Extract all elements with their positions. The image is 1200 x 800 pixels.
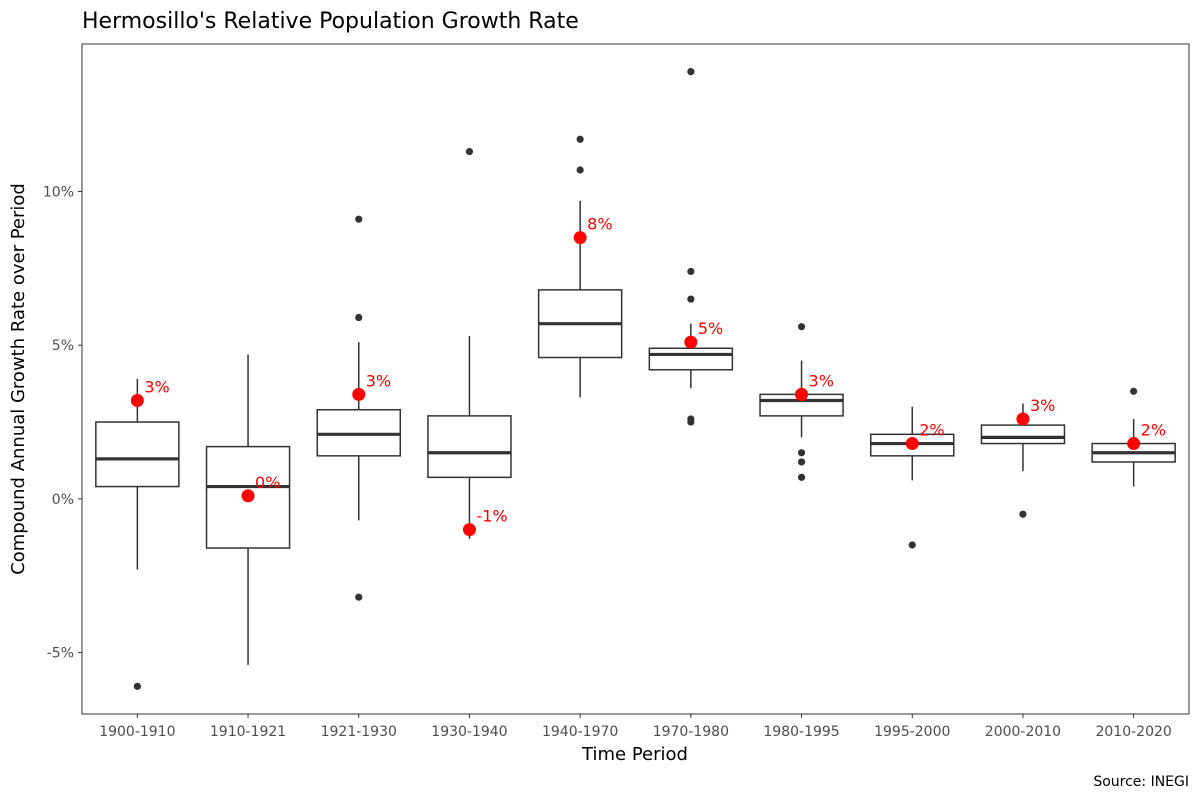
highlight-label: 3% [1030, 396, 1055, 415]
chart-title: Hermosillo's Relative Population Growth … [82, 9, 579, 34]
highlight-label: 3% [144, 378, 169, 397]
y-tick-label: 0% [52, 492, 74, 508]
y-axis-title: Compound Annual Growth Rate over Period [8, 183, 29, 575]
highlight-label: 5% [698, 319, 723, 338]
boxplots [95, 68, 1176, 690]
x-tick-label: 1980-1995 [763, 724, 839, 740]
box [980, 424, 1066, 445]
outlier-point [355, 313, 363, 322]
outlier-point [797, 449, 806, 457]
x-tick-label: 1910-1921 [210, 724, 286, 740]
highlight-label: 8% [587, 215, 612, 234]
outlier-point [576, 135, 584, 143]
outlier-point [355, 593, 363, 601]
highlight-point [1127, 437, 1141, 451]
boxplot-1921-1930 [316, 215, 402, 601]
x-tick-label: 1970-1980 [653, 724, 729, 740]
outlier-point [908, 541, 916, 549]
highlight-label: 0% [255, 473, 280, 492]
y-axis: -5% 0% 5% 10% [43, 185, 82, 662]
box [427, 415, 512, 479]
boxplot-1910-1921 [205, 354, 291, 665]
highlight-point [795, 387, 809, 401]
x-tick-label: 2000-2010 [985, 724, 1061, 740]
x-tick-label: 1995-2000 [874, 724, 950, 740]
highlight-label: 3% [809, 371, 834, 390]
highlight-label: 2% [1141, 421, 1166, 440]
x-axis-title: Time Period [581, 744, 688, 765]
caption: Source: INEGI [1093, 774, 1189, 790]
outlier-point [797, 473, 806, 481]
outlier-point [1130, 387, 1138, 395]
outlier-point [687, 415, 695, 423]
y-tick-label: 10% [43, 185, 74, 201]
outlier-point [576, 166, 584, 174]
highlight-point [573, 231, 587, 245]
box [95, 421, 180, 488]
boxplot-1900-1910 [95, 379, 180, 690]
outlier-point [797, 458, 806, 466]
highlight-point [1016, 412, 1030, 426]
boxplot-1930-1940 [427, 147, 512, 539]
boxplot-2010-2020 [1091, 387, 1176, 487]
highlight-label: 2% [919, 421, 944, 440]
highlight-point [462, 523, 476, 537]
highlight-point [352, 387, 366, 401]
x-tick-label: 1900-1910 [99, 724, 175, 740]
y-tick-label: -5% [47, 646, 74, 662]
highlight-point [905, 437, 919, 451]
x-tick-label: 1921-1930 [321, 724, 397, 740]
boxplot-1940-1970 [537, 135, 623, 398]
outlier-point [355, 215, 363, 223]
x-tick-label: 1940-1970 [542, 724, 618, 740]
highlight-label: 3% [366, 371, 391, 390]
plot-panel [81, 43, 1190, 715]
outlier-point [687, 267, 695, 276]
x-tick-label: 1930-1940 [431, 724, 507, 740]
outlier-point [133, 682, 141, 690]
highlight-point [130, 394, 144, 408]
boxplot-1980-1995 [759, 323, 844, 481]
outlier-point [1019, 510, 1027, 518]
y-tick-label: 5% [52, 338, 74, 354]
highlight-points: 3% 0% 3% -1% 8% 5% 3% 2% 3% 2% [130, 215, 1166, 537]
x-axis: 1900-1910 1910-1921 1921-1930 1930-1940 1940… [99, 714, 1172, 740]
x-tick-label: 2010-2020 [1095, 724, 1171, 740]
highlight-label: -1% [476, 507, 507, 526]
outlier-point [797, 323, 806, 331]
outlier-point [465, 147, 474, 156]
boxplot-1970-1980 [648, 68, 734, 426]
highlight-point [684, 335, 698, 349]
box [648, 347, 734, 371]
outlier-point [687, 295, 695, 303]
outlier-point [687, 68, 695, 76]
highlight-point [241, 489, 255, 503]
